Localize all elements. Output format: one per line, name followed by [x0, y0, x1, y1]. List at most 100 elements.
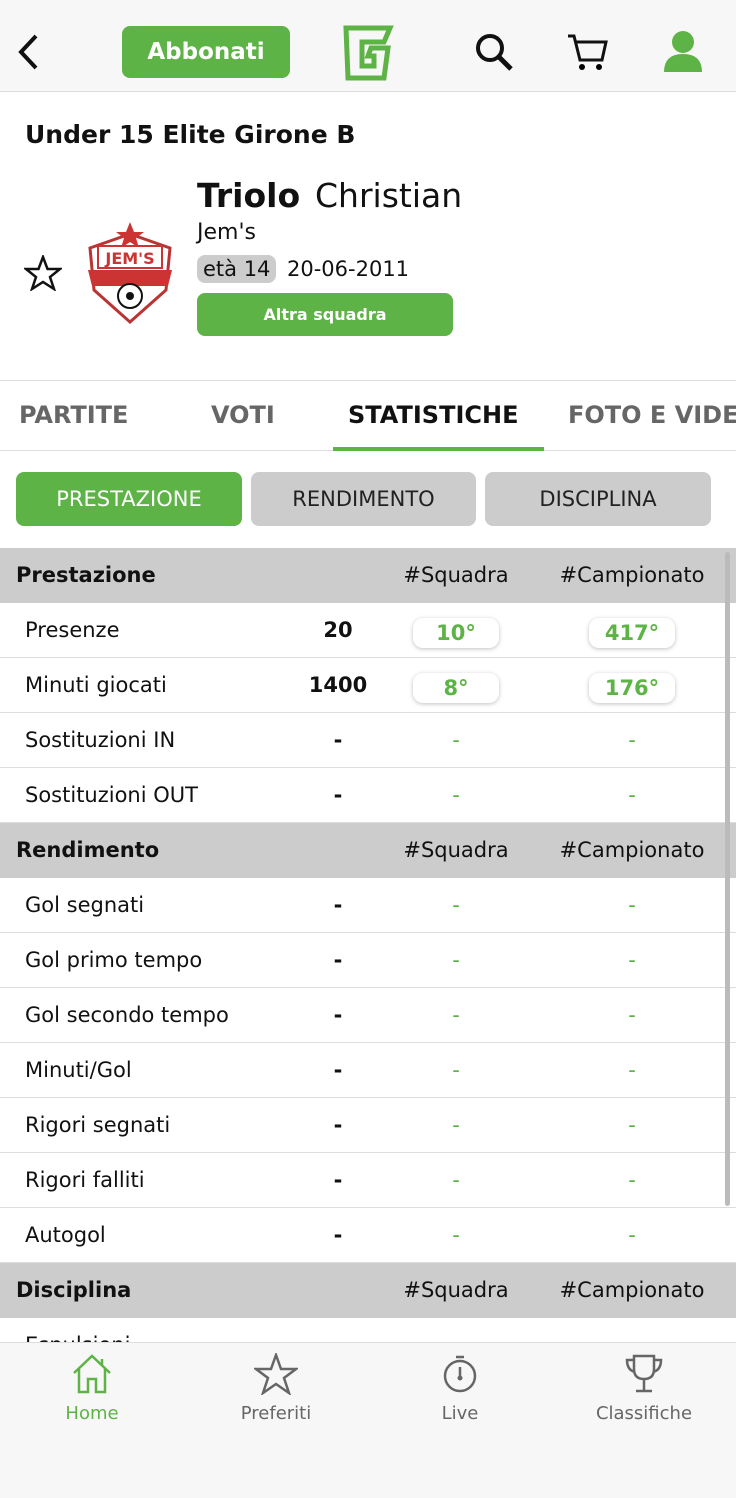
stat-label: Gol secondo tempo	[25, 1003, 229, 1027]
scrollbar[interactable]	[725, 552, 730, 1206]
nav-label: Home	[65, 1403, 119, 1424]
table-row: Minuti giocati 1400 8° 176°	[0, 658, 736, 713]
stat-value: -	[333, 1168, 343, 1192]
stat-label: Presenze	[25, 618, 120, 642]
search-icon[interactable]	[472, 30, 516, 74]
other-team-button[interactable]: Altra squadra	[197, 293, 453, 336]
league-rank-header: #Campionato	[559, 563, 705, 587]
table-row: Sostituzioni IN - - -	[0, 713, 736, 768]
favorite-star-icon[interactable]	[24, 255, 62, 291]
tab-bar: PARTITE VOTI STATISTICHE FOTO E VIDEO	[0, 380, 736, 451]
player-name: Christian	[315, 176, 463, 215]
stat-label: Gol primo tempo	[25, 948, 203, 972]
league-rank: -	[628, 728, 636, 752]
stat-label: Gol segnati	[25, 893, 145, 917]
team-rank-cell: 8°	[400, 673, 512, 703]
stat-value: -	[333, 1113, 343, 1137]
stat-value: -	[333, 1058, 343, 1082]
stat-value: -	[333, 1223, 343, 1247]
team-rank: -	[452, 783, 460, 807]
league-rank: -	[628, 1168, 636, 1192]
team-rank: -	[452, 1223, 460, 1247]
subscribe-button[interactable]: Abbonati	[122, 26, 290, 78]
nav-home[interactable]: Home	[22, 1353, 162, 1424]
league-rank: -	[628, 1113, 636, 1137]
svg-text:JEM'S: JEM'S	[104, 249, 154, 268]
birthdate: 20-06-2011	[287, 257, 410, 281]
section-title: Disciplina	[16, 1278, 132, 1302]
team-rank: -	[452, 948, 460, 972]
league-rank: -	[628, 1223, 636, 1247]
team-rank: -	[452, 1168, 460, 1192]
stat-value: -	[333, 948, 343, 972]
stat-label: Minuti giocati	[25, 673, 167, 697]
competition-title: Under 15 Elite Girone B	[25, 120, 356, 149]
table-row: Gol secondo tempo - - -	[0, 988, 736, 1043]
star-icon	[254, 1353, 298, 1395]
stat-value: -	[333, 783, 343, 807]
trophy-icon	[625, 1354, 663, 1393]
team-crest: JEM'S	[88, 222, 172, 324]
team-rank: -	[452, 1058, 460, 1082]
table-row: Autogol - - -	[0, 1208, 736, 1263]
subtab-disciplina[interactable]: DISCIPLINA	[485, 472, 711, 526]
stat-label: Autogol	[25, 1223, 106, 1247]
team-rank-header: #Squadra	[403, 563, 509, 587]
team-rank: -	[452, 1113, 460, 1137]
table-row: Presenze 20 10° 417°	[0, 603, 736, 658]
cart-icon[interactable]	[566, 32, 610, 72]
player-surname: Triolo	[197, 176, 301, 215]
league-rank[interactable]: 176°	[589, 673, 675, 703]
section-title: Rendimento	[16, 838, 160, 862]
stat-label: Rigori segnati	[25, 1113, 171, 1137]
stat-label: Sostituzioni IN	[25, 728, 176, 752]
nav-live[interactable]: Live	[390, 1353, 530, 1424]
team-rank-header: #Squadra	[403, 838, 509, 862]
user-icon[interactable]	[662, 30, 704, 74]
tab-statistiche[interactable]: STATISTICHE	[348, 401, 519, 429]
team-rank-header: #Squadra	[403, 1278, 509, 1302]
stat-value: -	[333, 893, 343, 917]
table-row: Minuti/Gol - - -	[0, 1043, 736, 1098]
stopwatch-icon	[443, 1355, 477, 1393]
table-row: Gol primo tempo - - -	[0, 933, 736, 988]
stat-value: 1400	[308, 673, 368, 697]
table-row: Sostituzioni OUT - - -	[0, 768, 736, 823]
team-rank[interactable]: 10°	[413, 618, 499, 648]
league-rank-cell: 176°	[545, 673, 719, 703]
stats-table: Prestazione #Squadra #Campionato Presenze 20…	[0, 548, 736, 1373]
league-rank[interactable]: 417°	[589, 618, 675, 648]
subtab-prestazione[interactable]: PRESTAZIONE	[16, 472, 242, 526]
back-icon[interactable]	[16, 34, 40, 70]
bottom-nav: Home Preferiti Live Classifiche	[0, 1342, 736, 1498]
league-rank-cell: 417°	[545, 618, 719, 648]
stat-value: -	[333, 1003, 343, 1027]
top-bar: Abbonati	[0, 0, 736, 92]
tab-voti[interactable]: VOTI	[211, 401, 275, 429]
table-row: Rigori segnati - - -	[0, 1098, 736, 1153]
stat-label: Minuti/Gol	[25, 1058, 132, 1082]
league-rank: -	[628, 893, 636, 917]
league-rank: -	[628, 948, 636, 972]
league-rank-header: #Campionato	[559, 1278, 705, 1302]
section-header: Prestazione #Squadra #Campionato	[0, 548, 736, 603]
stat-value: 20	[323, 618, 353, 642]
team-rank[interactable]: 8°	[413, 673, 499, 703]
nav-classifiche[interactable]: Classifiche	[574, 1353, 714, 1424]
stat-label: Sostituzioni OUT	[25, 783, 198, 807]
tab-foto-video[interactable]: FOTO E VIDEO	[568, 401, 736, 429]
age-badge: età 14	[197, 255, 277, 283]
team-rank: -	[452, 893, 460, 917]
section-title: Prestazione	[16, 563, 156, 587]
subtab-rendimento[interactable]: RENDIMENTO	[251, 472, 476, 526]
home-icon	[73, 1354, 111, 1394]
league-rank: -	[628, 783, 636, 807]
team-rank-cell: 10°	[400, 618, 512, 648]
nav-label: Classifiche	[595, 1403, 693, 1424]
tab-partite[interactable]: PARTITE	[19, 401, 129, 429]
active-tab-indicator	[333, 447, 544, 451]
league-rank-header: #Campionato	[559, 838, 705, 862]
nav-preferiti[interactable]: Preferiti	[206, 1353, 346, 1424]
logo-icon[interactable]	[338, 22, 398, 82]
team-rank: -	[452, 1003, 460, 1027]
